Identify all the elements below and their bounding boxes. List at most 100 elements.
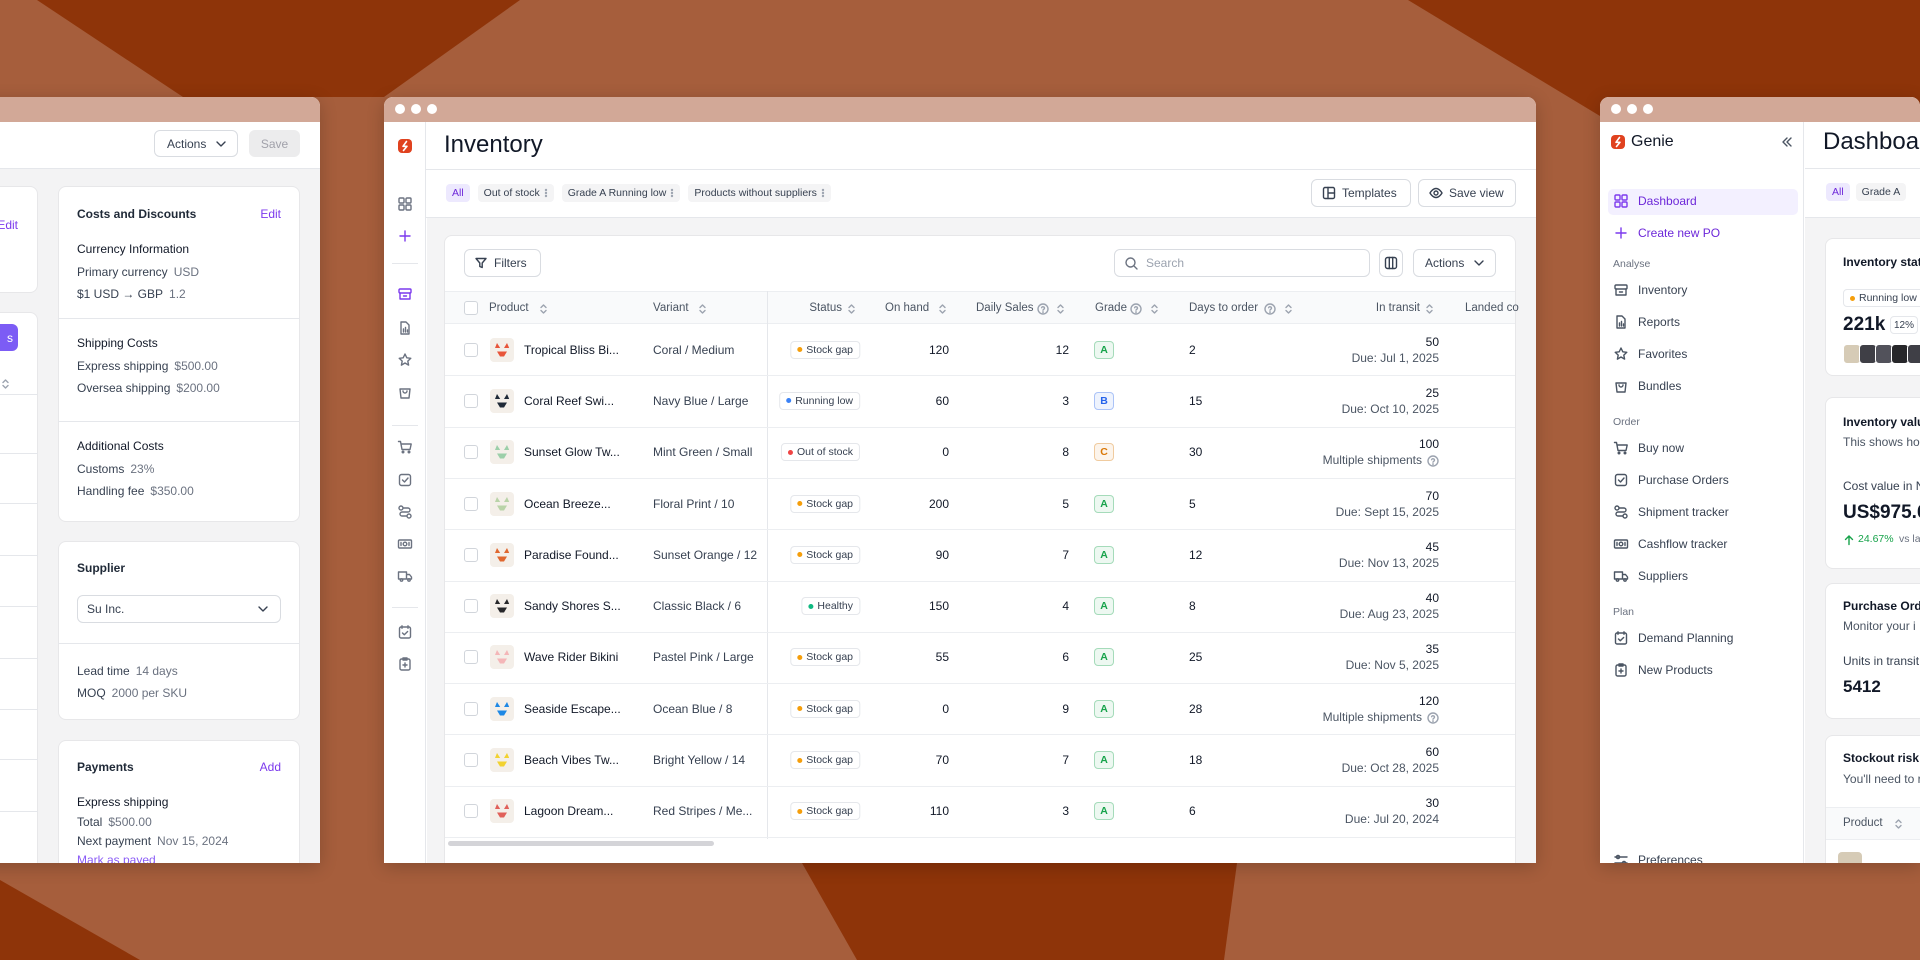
status-label: Stock gap — [806, 548, 853, 561]
icon-path — [1615, 288, 1627, 296]
row-checkbox[interactable] — [464, 547, 478, 562]
row-checkbox[interactable] — [464, 753, 478, 767]
on-hand: 110 — [929, 804, 949, 819]
key: Total — [77, 815, 103, 829]
icon-path — [1844, 535, 1854, 546]
status-badge: Stock gap — [790, 648, 860, 667]
supplier-select[interactable] — [77, 595, 281, 623]
icon-svg — [1611, 135, 1625, 149]
icon-svg — [1895, 819, 1902, 829]
icon-path — [398, 353, 412, 366]
icon-circle — [821, 194, 825, 198]
nav-item: Buy now — [1638, 441, 1685, 455]
grade-badge: A — [1094, 597, 1114, 616]
primary-button[interactable] — [0, 324, 18, 351]
columns-button[interactable] — [1379, 249, 1403, 277]
icon-svg — [1130, 302, 1142, 315]
grade-badge: A — [1094, 802, 1114, 821]
icon-svg — [398, 197, 412, 211]
view-tab[interactable]: Grade A — [1855, 183, 1907, 201]
row-checkbox[interactable] — [464, 496, 478, 511]
product-thumbnail — [1838, 852, 1862, 863]
nav-icon — [1613, 568, 1629, 584]
view-tab[interactable]: All — [446, 184, 470, 202]
sort-icon — [539, 302, 547, 314]
divider — [58, 643, 300, 644]
icon-circle — [821, 188, 825, 192]
row-checkbox[interactable] — [464, 445, 478, 460]
icon-circle — [544, 191, 547, 195]
nav-icon — [1613, 630, 1629, 646]
sidebar-icon — [397, 504, 413, 520]
variant: Sunset Orange / 12 — [653, 547, 758, 562]
row-checkbox[interactable] — [464, 342, 478, 357]
view-tab[interactable]: Grade A Running low — [561, 184, 681, 202]
window-dot — [1627, 104, 1637, 114]
nav-item: Preferences — [1638, 853, 1703, 863]
search-input[interactable] — [1114, 249, 1370, 277]
product-thumbnail — [1907, 344, 1920, 364]
icon-path — [1474, 260, 1484, 266]
value: 1.2 — [169, 287, 186, 301]
row-checkbox[interactable] — [464, 650, 478, 665]
icon-path — [399, 292, 411, 300]
icon-path — [497, 505, 507, 510]
icon-svg — [1614, 631, 1628, 645]
icon-path — [402, 326, 409, 333]
column-header: Variant — [653, 301, 689, 314]
eye-icon — [1429, 186, 1443, 200]
row-checkbox[interactable] — [464, 393, 478, 408]
icon-svg — [671, 188, 674, 198]
row-checkbox[interactable] — [464, 701, 478, 716]
icon-svg — [1616, 315, 1626, 329]
actions-button[interactable] — [1413, 249, 1496, 277]
icon-svg — [216, 140, 226, 147]
status-label: Stock gap — [806, 497, 853, 510]
sort-icon — [1894, 817, 1902, 829]
icon-path — [1285, 303, 1292, 314]
status-dot — [797, 757, 803, 763]
actions-button[interactable] — [154, 130, 238, 157]
view-tab[interactable]: Products without suppliers — [688, 184, 831, 202]
in-transit-note: Due: Jul 20, 2024 — [1344, 812, 1439, 827]
icon-circle — [1264, 302, 1276, 315]
metric-value: 5412 — [1843, 677, 1881, 696]
icon-path — [939, 303, 946, 314]
nav-icon — [1613, 472, 1629, 488]
product-name: Ocean Breeze... — [524, 496, 611, 511]
icon-rect — [398, 473, 412, 487]
icon-path — [1327, 186, 1336, 200]
icon-svg — [495, 393, 510, 408]
icon-svg — [1037, 302, 1049, 315]
filters-button[interactable] — [464, 249, 541, 277]
save-button[interactable] — [249, 130, 300, 157]
change-value: 24.67% — [1858, 533, 1894, 545]
help-icon — [1037, 302, 1049, 315]
view-tab[interactable]: Out of stock — [477, 184, 554, 202]
icon-svg — [398, 288, 412, 300]
edit-link: Edit — [0, 218, 18, 232]
icon-svg — [1614, 505, 1628, 519]
icon-path — [2, 379, 9, 389]
view-tab[interactable]: All — [1826, 183, 1850, 201]
nav-item: Purchase Orders — [1638, 473, 1729, 487]
status-badge: Healthy — [801, 597, 860, 616]
icon-svg — [495, 496, 510, 510]
icon-rect — [398, 626, 412, 639]
product-name: Beach Vibes Tw... — [524, 753, 619, 767]
icon-path — [495, 342, 510, 348]
value: USD — [173, 265, 200, 279]
header-checkbox[interactable] — [464, 300, 478, 315]
nav-item: Inventory — [1638, 283, 1688, 297]
status-badge: Stock gap — [790, 494, 860, 513]
icon-svg — [848, 303, 855, 314]
icon-path — [495, 445, 510, 451]
icon-svg — [495, 599, 510, 613]
row-checkbox[interactable] — [464, 599, 478, 614]
icon-svg — [495, 650, 510, 664]
status-label: Stock gap — [806, 702, 853, 715]
row-checkbox[interactable] — [464, 804, 478, 819]
title-bar — [1600, 97, 1920, 122]
value: $500.00 — [108, 815, 152, 829]
edit-link: Edit — [260, 207, 281, 221]
